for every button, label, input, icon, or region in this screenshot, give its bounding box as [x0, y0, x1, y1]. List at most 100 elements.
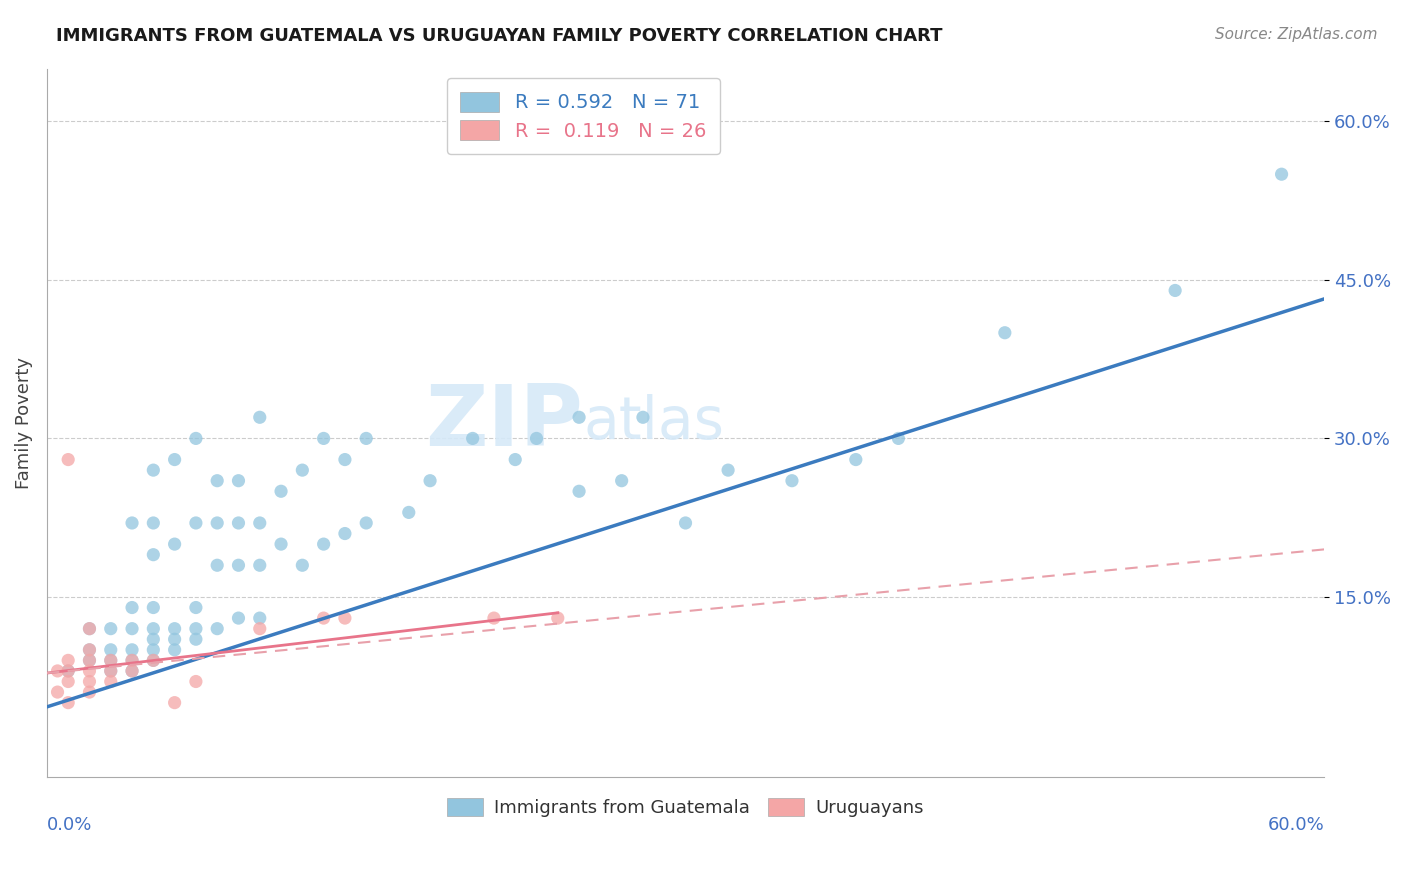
Point [79, 653, 101, 667]
Point [79, 674, 101, 689]
Point [56, 674, 79, 689]
Point [845, 452, 868, 467]
Point [121, 642, 143, 657]
Point [419, 474, 441, 488]
Point [184, 674, 207, 689]
Point [46, 685, 69, 699]
Point [56, 664, 79, 678]
Text: IMMIGRANTS FROM GUATEMALA VS URUGUAYAN FAMILY POVERTY CORRELATION CHART: IMMIGRANTS FROM GUATEMALA VS URUGUAYAN F… [56, 27, 943, 45]
Point [249, 611, 271, 625]
Point [312, 537, 335, 551]
Point [184, 600, 207, 615]
Point [121, 653, 143, 667]
Point [312, 611, 335, 625]
Point [228, 611, 250, 625]
Point [270, 537, 292, 551]
Point [270, 484, 292, 499]
Point [461, 432, 484, 446]
Point [100, 664, 122, 678]
Point [1271, 167, 1294, 181]
Point [163, 696, 186, 710]
Point [249, 622, 271, 636]
Point [163, 622, 186, 636]
Point [333, 611, 356, 625]
Point [79, 642, 101, 657]
Point [568, 484, 591, 499]
Point [780, 474, 803, 488]
Point [46, 664, 69, 678]
Point [610, 474, 633, 488]
Point [526, 432, 548, 446]
Point [354, 516, 377, 530]
Point [163, 452, 186, 467]
Point [333, 452, 356, 467]
Point [142, 632, 165, 647]
Point [100, 653, 122, 667]
Point [142, 600, 165, 615]
Point [1164, 284, 1187, 298]
Text: ZIP: ZIP [426, 381, 583, 464]
Point [994, 326, 1017, 340]
Point [142, 653, 165, 667]
Point [163, 632, 186, 647]
Point [205, 474, 228, 488]
Point [184, 632, 207, 647]
Point [142, 463, 165, 477]
Point [100, 674, 122, 689]
Point [79, 653, 101, 667]
Point [163, 642, 186, 657]
Point [184, 516, 207, 530]
Text: Source: ZipAtlas.com: Source: ZipAtlas.com [1215, 27, 1378, 42]
Point [100, 653, 122, 667]
Point [121, 653, 143, 667]
Point [249, 516, 271, 530]
Point [79, 642, 101, 657]
Point [228, 558, 250, 573]
Point [568, 410, 591, 425]
Point [503, 452, 526, 467]
Point [717, 463, 740, 477]
Text: 0.0%: 0.0% [46, 815, 93, 833]
Point [163, 537, 186, 551]
Point [142, 516, 165, 530]
Text: atlas: atlas [583, 394, 724, 451]
Point [142, 548, 165, 562]
Point [249, 558, 271, 573]
Point [121, 622, 143, 636]
Point [184, 432, 207, 446]
Point [887, 432, 910, 446]
Point [56, 664, 79, 678]
Legend: Immigrants from Guatemala, Uruguayans: Immigrants from Guatemala, Uruguayans [440, 790, 931, 824]
Point [205, 516, 228, 530]
Point [56, 452, 79, 467]
Point [79, 664, 101, 678]
Point [142, 653, 165, 667]
Text: 60.0%: 60.0% [1267, 815, 1324, 833]
Point [333, 526, 356, 541]
Point [121, 600, 143, 615]
Point [354, 432, 377, 446]
Point [121, 664, 143, 678]
Point [249, 410, 271, 425]
Y-axis label: Family Poverty: Family Poverty [15, 357, 32, 489]
Point [228, 474, 250, 488]
Point [631, 410, 654, 425]
Point [100, 642, 122, 657]
Point [79, 622, 101, 636]
Point [56, 696, 79, 710]
Point [312, 432, 335, 446]
Point [482, 611, 505, 625]
Point [291, 558, 314, 573]
Point [205, 558, 228, 573]
Point [398, 505, 420, 519]
Point [121, 664, 143, 678]
Point [142, 642, 165, 657]
Point [56, 653, 79, 667]
Point [184, 622, 207, 636]
Point [291, 463, 314, 477]
Point [228, 516, 250, 530]
Point [100, 622, 122, 636]
Point [79, 622, 101, 636]
Point [205, 622, 228, 636]
Point [142, 622, 165, 636]
